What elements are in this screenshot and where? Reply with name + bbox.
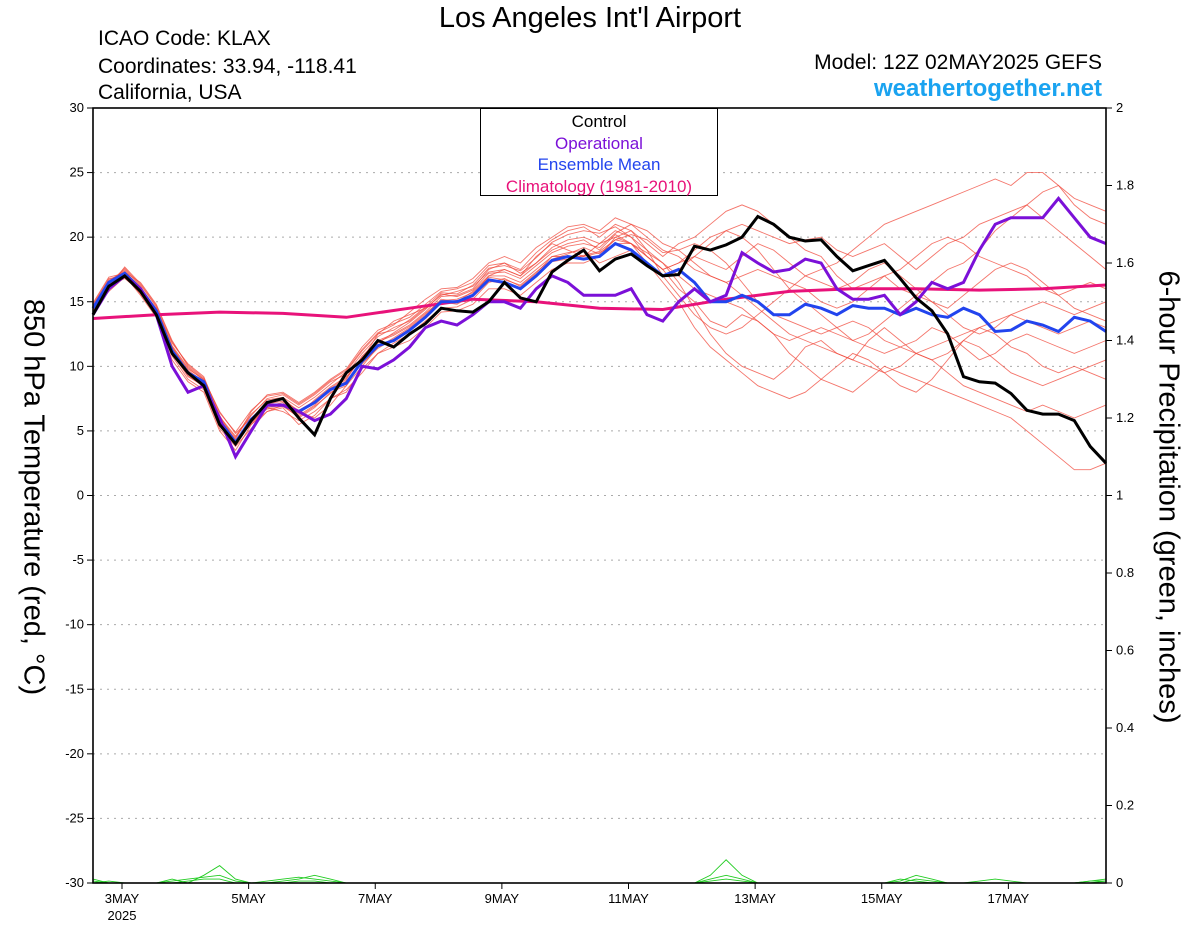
y-axis-label-left: 850 hPa Temperature (red, °C) xyxy=(17,298,50,696)
legend-control: Control xyxy=(571,112,627,131)
legend-climatology: Climatology (1981-2010) xyxy=(505,176,693,196)
x-tick-label: 3MAY xyxy=(105,891,140,906)
y-tick-label: 15 xyxy=(70,294,84,309)
y-tick-label: -5 xyxy=(72,552,84,567)
y-tick-label: 20 xyxy=(70,229,84,244)
y-tick-label: -20 xyxy=(65,746,84,761)
member-line-1 xyxy=(92,234,1107,439)
x-tick-label: 17MAY xyxy=(988,891,1030,906)
x-tick-label: 5MAY xyxy=(231,891,266,906)
region: California, USA xyxy=(98,81,242,104)
y2-tick-label: 0.6 xyxy=(1116,643,1134,658)
member-line-9 xyxy=(92,172,1107,437)
y2-tick-label: 1.4 xyxy=(1116,333,1134,348)
coordinates: Coordinates: 33.94, -118.41 xyxy=(98,55,357,78)
precip-line-2 xyxy=(92,874,1107,884)
operational-line xyxy=(91,196,1107,461)
member-line-4 xyxy=(92,204,1107,445)
axes-ticks: 302520151050-5-10-15-20-25-3021.81.61.41… xyxy=(65,100,1134,923)
icao-code: ICAO Code: KLAX xyxy=(98,27,271,50)
legend: Control Operational Ensemble Mean Climat… xyxy=(480,108,718,196)
site-name[interactable]: weathertogether.net xyxy=(873,75,1102,102)
precipitation-series xyxy=(92,859,1107,884)
y2-tick-label: 1.8 xyxy=(1116,178,1134,193)
y2-tick-label: 2 xyxy=(1116,100,1123,115)
member-line-12 xyxy=(92,234,1107,446)
climatology-line xyxy=(92,283,1107,320)
y2-tick-label: 0.8 xyxy=(1116,565,1134,580)
main-series xyxy=(91,196,1108,465)
precip-line-1 xyxy=(92,859,1107,884)
control-line xyxy=(91,214,1108,465)
y2-tick-label: 1 xyxy=(1116,488,1123,503)
x-tick-label: 7MAY xyxy=(358,891,393,906)
y2-tick-label: 0.2 xyxy=(1116,798,1134,813)
grid-lines xyxy=(93,172,1106,819)
y-tick-label: -25 xyxy=(65,810,84,825)
y-tick-label: -10 xyxy=(65,617,84,632)
y2-tick-label: 0.4 xyxy=(1116,720,1134,735)
y-tick-label: -15 xyxy=(65,681,84,696)
member-line-6 xyxy=(92,230,1107,448)
legend-ensemble-mean: Ensemble Mean xyxy=(537,155,661,174)
x-tick-label: 15MAY xyxy=(861,891,903,906)
y-axis-label-right: 6-hour Precipitation (green, inches) xyxy=(1152,270,1185,724)
y-tick-label: 0 xyxy=(77,488,84,503)
member-line-10 xyxy=(92,217,1107,433)
ensemble-members xyxy=(92,172,1107,471)
x-tick-label: 11MAY xyxy=(608,891,649,906)
x-tick-sublabel: 2025 xyxy=(108,908,137,923)
y-tick-label: 10 xyxy=(70,358,84,373)
legend-operational: Operational xyxy=(555,133,643,153)
y2-tick-label: 1.2 xyxy=(1116,410,1134,425)
member-line-2 xyxy=(92,184,1107,452)
ensemble-mean-line xyxy=(91,241,1107,446)
y2-tick-label: 0 xyxy=(1116,875,1123,890)
x-tick-label: 9MAY xyxy=(485,891,520,906)
y-tick-label: 25 xyxy=(70,165,84,180)
y-tick-label: 5 xyxy=(77,423,84,438)
x-tick-label: 13MAY xyxy=(734,891,776,906)
y-tick-label: 30 xyxy=(70,100,84,115)
chart-title: Los Angeles Int'l Airport xyxy=(438,2,742,34)
y2-tick-label: 1.6 xyxy=(1116,255,1134,270)
y-tick-label: -30 xyxy=(65,875,84,890)
model-run: Model: 12Z 02MAY2025 GEFS xyxy=(814,51,1102,74)
